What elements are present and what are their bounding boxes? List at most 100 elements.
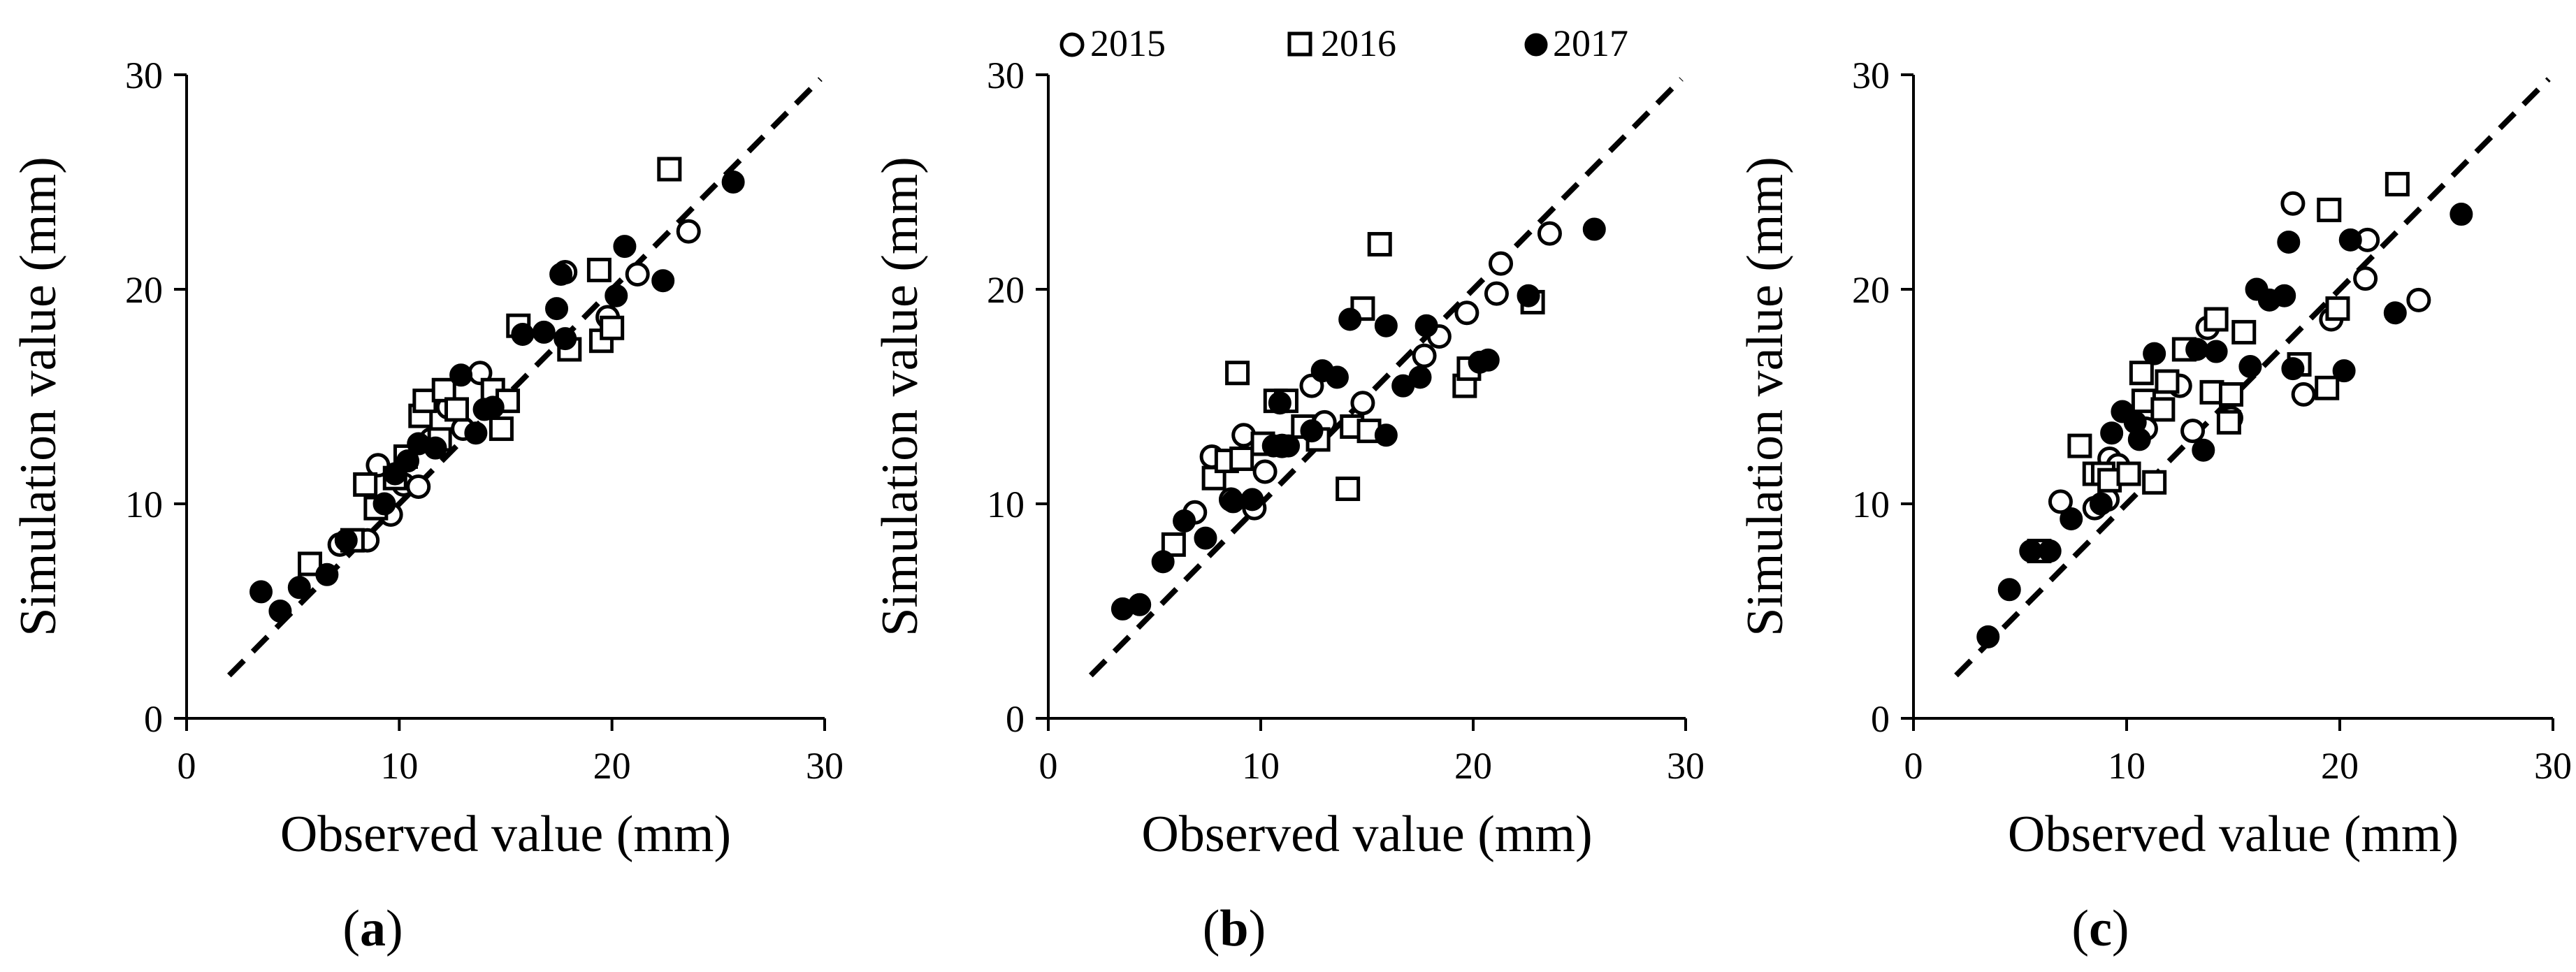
data-point-2017 — [424, 436, 447, 460]
y-axis-title: Simulation value (mm) — [871, 157, 929, 636]
panel-label: (b) — [1203, 900, 1266, 957]
y-tick-label: 20 — [987, 269, 1025, 311]
data-point-2016 — [2142, 470, 2167, 495]
y-axis-title: Simulation value (mm) — [10, 157, 67, 636]
y-tick-label: 0 — [144, 698, 163, 740]
panel-c: 0 10 20 30 0 10 20 30 Observed value (mm) Simulat… — [1737, 55, 2572, 957]
data-point-2017 — [449, 363, 473, 387]
y-tick-label: 10 — [125, 484, 163, 525]
data-point-2015 — [406, 474, 431, 499]
x-tick-label: 10 — [2108, 745, 2146, 787]
x-axis-title: Observed value (mm) — [1141, 806, 1592, 863]
data-point-2017 — [2450, 203, 2473, 226]
data-point-2015 — [676, 219, 701, 244]
data-point-2016 — [2315, 375, 2340, 400]
data-point-2016 — [2325, 296, 2350, 321]
panel-a: 0 10 20 30 0 10 20 30 Observed value (mm) Simulat… — [10, 55, 844, 957]
data-point-2016 — [2204, 307, 2229, 332]
legend-label-2016: 2016 — [1321, 22, 1396, 64]
data-point-2017 — [2185, 338, 2209, 361]
data-point-2017 — [2383, 301, 2407, 325]
data-point-2017 — [1277, 434, 1301, 458]
data-point-2016 — [600, 315, 625, 340]
y-tick-label: 20 — [1852, 269, 1890, 311]
data-point-2016 — [2231, 319, 2257, 344]
x-tick-label: 30 — [1667, 745, 1705, 787]
data-point-2017 — [464, 421, 488, 445]
legend-label-2015: 2015 — [1090, 22, 1166, 64]
data-point-2017 — [613, 235, 637, 259]
data-point-2017 — [2127, 428, 2151, 451]
data-point-2017 — [511, 322, 535, 346]
data-point-2016 — [353, 472, 378, 497]
data-point-2015 — [2353, 266, 2378, 291]
data-point-2015 — [1454, 300, 1479, 326]
panel-label: (c) — [2071, 900, 2129, 957]
data-point-2017 — [2089, 492, 2113, 516]
panel-label: (a) — [342, 900, 403, 957]
data-point-2015 — [2406, 287, 2431, 312]
x-tick-label: 0 — [178, 745, 196, 787]
data-point-2016 — [2385, 172, 2410, 197]
y-tick-label: 30 — [125, 55, 163, 96]
data-point-2015 — [2180, 419, 2206, 444]
data-point-2017 — [1221, 490, 1245, 514]
data-point-2016 — [1367, 232, 1392, 257]
data-point-2017 — [1997, 578, 2021, 602]
data-point-2017 — [651, 269, 675, 293]
y-axis-title: Simulation value (mm) — [1737, 157, 1794, 636]
x-tick-label: 0 — [1904, 745, 1923, 787]
data-point-2017 — [481, 396, 505, 419]
data-point-2016 — [2150, 397, 2176, 422]
data-point-2017 — [1374, 423, 1398, 447]
data-point-2016 — [2216, 409, 2241, 435]
data-point-2016 — [657, 157, 682, 182]
reference-line-1to1 — [227, 77, 823, 678]
legend-marker-2015 — [1059, 32, 1085, 57]
data-point-2015 — [2048, 489, 2073, 514]
x-tick-label: 20 — [2321, 745, 2359, 787]
x-tick-label: 20 — [593, 745, 631, 787]
data-point-2016 — [489, 416, 514, 442]
x-axis-title: Observed value (mm) — [280, 806, 731, 863]
data-point-2017 — [2192, 438, 2215, 462]
data-point-2017 — [605, 284, 628, 307]
y-tick-label: 20 — [125, 269, 163, 311]
data-point-2017 — [549, 263, 573, 286]
legend-marker-2016 — [1287, 31, 1312, 57]
data-point-2017 — [396, 449, 420, 473]
reference-line-1to1 — [1088, 77, 1684, 678]
data-point-2017 — [268, 600, 292, 623]
data-point-2017 — [1476, 348, 1500, 372]
data-point-2017 — [532, 320, 556, 344]
data-point-2017 — [721, 171, 745, 194]
data-point-2016 — [2218, 382, 2243, 407]
data-point-2017 — [1414, 314, 1438, 338]
data-point-2016 — [586, 257, 612, 282]
data-point-2017 — [1374, 314, 1398, 338]
data-point-2015 — [1484, 281, 1509, 306]
x-tick-label: 30 — [806, 745, 844, 787]
y-tick-label: 10 — [1852, 484, 1890, 525]
data-point-2017 — [1408, 365, 1432, 389]
data-point-2017 — [1338, 307, 1362, 331]
data-point-2017 — [1128, 593, 1152, 616]
data-point-2016 — [2129, 361, 2154, 386]
data-point-2015 — [1537, 221, 1562, 246]
data-point-2016 — [431, 377, 456, 402]
data-point-2017 — [2338, 228, 2362, 252]
data-point-2017 — [372, 492, 396, 516]
x-axis-title: Observed value (mm) — [2008, 806, 2459, 863]
x-tick-label: 0 — [1039, 745, 1058, 787]
data-point-2017 — [1517, 284, 1540, 307]
data-point-2017 — [553, 327, 577, 351]
data-point-2015 — [2291, 382, 2316, 407]
data-point-2017 — [2143, 342, 2166, 365]
data-point-2017 — [1325, 365, 1349, 389]
data-point-2017 — [1268, 391, 1291, 415]
x-tick-label: 20 — [1454, 745, 1492, 787]
x-tick-label: 10 — [1242, 745, 1280, 787]
data-point-2017 — [545, 297, 569, 321]
data-point-2015 — [1489, 251, 1514, 276]
